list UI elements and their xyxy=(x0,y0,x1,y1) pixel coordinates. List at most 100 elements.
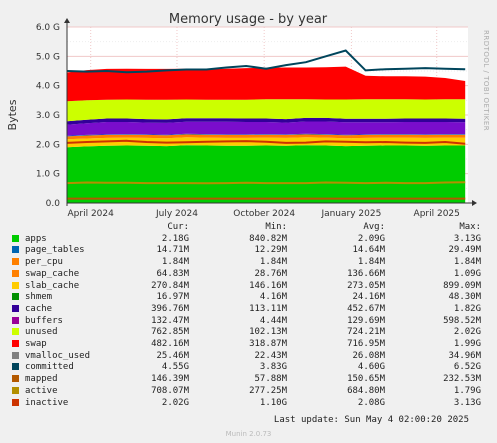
legend-swatch-color xyxy=(12,258,19,266)
line-active xyxy=(66,181,466,185)
legend-swatch xyxy=(12,374,20,386)
legend-row: unused 762.85M 102.13M 724.21M 2.02G xyxy=(12,327,481,339)
legend-swatch xyxy=(12,362,20,374)
legend-max-value: 1.84M xyxy=(453,257,481,268)
y-tick-label: 0.0 xyxy=(46,199,61,209)
legend-avg-value: 716.95M xyxy=(347,339,385,350)
y-axis-arrow xyxy=(64,18,70,23)
legend-cur-value: 14.71M xyxy=(156,245,189,256)
legend-cur-value: 132.47M xyxy=(151,315,189,326)
legend-cur-value: 64.83M xyxy=(156,268,189,279)
legend-max-value: 34.96M xyxy=(448,350,481,361)
y-tick-label: 4.0 G xyxy=(36,82,60,92)
legend-swatch xyxy=(12,398,20,410)
memory-usage-chart: 0.0 1.0 G 2.0 G 3.0 G 4.0 G 5.0 G 6.0 G April … xyxy=(6,12,490,219)
legend-series-name: swap xyxy=(25,339,47,350)
legend-avg-value: 26.08M xyxy=(352,350,385,361)
legend-series-name: committed xyxy=(25,362,74,373)
x-tick-label: January 2025 xyxy=(320,209,381,219)
legend-series-name: page_tables xyxy=(25,245,85,256)
legend-avg-value: 2.09G xyxy=(357,233,385,244)
area-apps xyxy=(67,145,466,203)
area-unused xyxy=(67,99,466,122)
y-axis-label: Bytes xyxy=(6,99,19,130)
legend-max-value: 29.49M xyxy=(448,245,481,256)
legend-min-value: 318.87M xyxy=(249,339,287,350)
legend-swatch xyxy=(12,257,20,269)
legend-header-min: Min: xyxy=(265,222,287,232)
legend-min-value: 57.88M xyxy=(254,374,287,385)
y-tick-label: 2.0 G xyxy=(36,140,60,150)
legend-header-row: Cur: Min: Avg: Max: xyxy=(12,222,481,234)
legend-min-value: 840.82M xyxy=(249,233,287,244)
legend-swatch-color xyxy=(12,363,19,371)
legend-body: apps 2.18G 840.82M 2.09G 3.13G page_tables 14.… xyxy=(12,234,481,410)
legend-series-name: cache xyxy=(25,303,53,314)
legend-cur-value: 396.76M xyxy=(151,303,189,314)
legend-min-value: 4.44M xyxy=(259,315,287,326)
legend-row: slab_cache 270.84M 146.16M 273.05M 899.09M xyxy=(12,281,481,293)
legend-avg-value: 129.69M xyxy=(347,315,385,326)
legend-swatch-color xyxy=(12,340,19,348)
rrdtool-side-label: RRDTOOL / TOBI OETIKER xyxy=(482,30,490,131)
legend-min-value: 12.29M xyxy=(254,245,287,256)
legend-swatch-color xyxy=(12,304,19,312)
legend-header-max: Max: xyxy=(459,222,481,232)
legend-row: inactive 2.02G 1.10G 2.08G 3.13G xyxy=(12,398,481,410)
legend-row: apps 2.18G 840.82M 2.09G 3.13G xyxy=(12,234,481,246)
legend-row: buffers 132.47M 4.44M 129.69M 598.52M xyxy=(12,316,481,328)
legend-min-value: 4.16M xyxy=(259,292,287,303)
legend-avg-value: 4.60G xyxy=(357,362,385,373)
legend-row: swap_cache 64.83M 28.76M 136.66M 1.09G xyxy=(12,269,481,281)
legend-swatch xyxy=(12,339,20,351)
legend-header-cur: Cur: xyxy=(167,222,189,232)
y-tick-label: 1.0 G xyxy=(36,170,60,180)
legend-avg-value: 14.64M xyxy=(352,245,385,256)
legend-max-value: 6.52G xyxy=(453,362,481,373)
y-tick-label: 5.0 G xyxy=(36,52,60,62)
legend-max-value: 598.52M xyxy=(443,315,481,326)
legend-row: page_tables 14.71M 12.29M 14.64M 29.49M xyxy=(12,245,481,257)
last-update-text: Last update: Sun May 4 02:00:20 2025 xyxy=(273,415,469,425)
legend-row: per_cpu 1.84M 1.84M 1.84M 1.84M xyxy=(12,257,481,269)
legend-swatch-color xyxy=(12,328,19,336)
legend-avg-value: 24.16M xyxy=(352,292,385,303)
legend-min-value: 22.43M xyxy=(254,350,287,361)
legend-swatch-color xyxy=(12,246,19,254)
legend-series-name: shmem xyxy=(25,292,53,303)
legend-avg-value: 1.84M xyxy=(357,257,385,268)
legend-cur-value: 708.07M xyxy=(151,385,189,396)
legend-avg-value: 273.05M xyxy=(347,280,385,291)
area-cache xyxy=(67,117,466,125)
legend-series-name: slab_cache xyxy=(25,280,80,291)
legend-swatch xyxy=(12,292,20,304)
y-tick-label: 6.0 G xyxy=(36,23,60,33)
legend-swatch xyxy=(12,304,20,316)
legend-series-name: vmalloc_used xyxy=(25,350,91,361)
legend-series-name: inactive xyxy=(25,397,69,408)
line-committed xyxy=(66,49,466,74)
legend-avg-value: 2.08G xyxy=(357,397,385,408)
legend-swatch xyxy=(12,269,20,281)
legend-min-value: 102.13M xyxy=(249,327,287,338)
legend-row: committed 4.55G 3.83G 4.60G 6.52G xyxy=(12,362,481,374)
legend-avg-value: 724.21M xyxy=(347,327,385,338)
legend-min-value: 3.83G xyxy=(259,362,287,373)
legend-min-value: 146.16M xyxy=(249,280,287,291)
stacked-areas xyxy=(67,66,466,203)
legend-min-value: 1.84M xyxy=(259,257,287,268)
legend-series-name: unused xyxy=(25,327,58,338)
legend-max-value: 2.02G xyxy=(453,327,481,338)
legend-swatch xyxy=(12,327,20,339)
legend-avg-value: 452.67M xyxy=(347,303,385,314)
legend-max-value: 1.82G xyxy=(453,303,481,314)
legend-cur-value: 4.55G xyxy=(161,362,189,373)
legend-table: Cur: Min: Avg: Max: apps 2.18G 840.82M 2.09… xyxy=(12,222,481,409)
legend-series-name: swap_cache xyxy=(25,268,80,279)
legend-max-value: 1.99G xyxy=(453,339,481,350)
line-inactive xyxy=(66,139,466,145)
legend-cur-value: 16.97M xyxy=(156,292,189,303)
legend-header-avg: Avg: xyxy=(363,222,385,232)
legend-swatch xyxy=(12,234,20,246)
legend-swatch-color xyxy=(12,351,19,359)
